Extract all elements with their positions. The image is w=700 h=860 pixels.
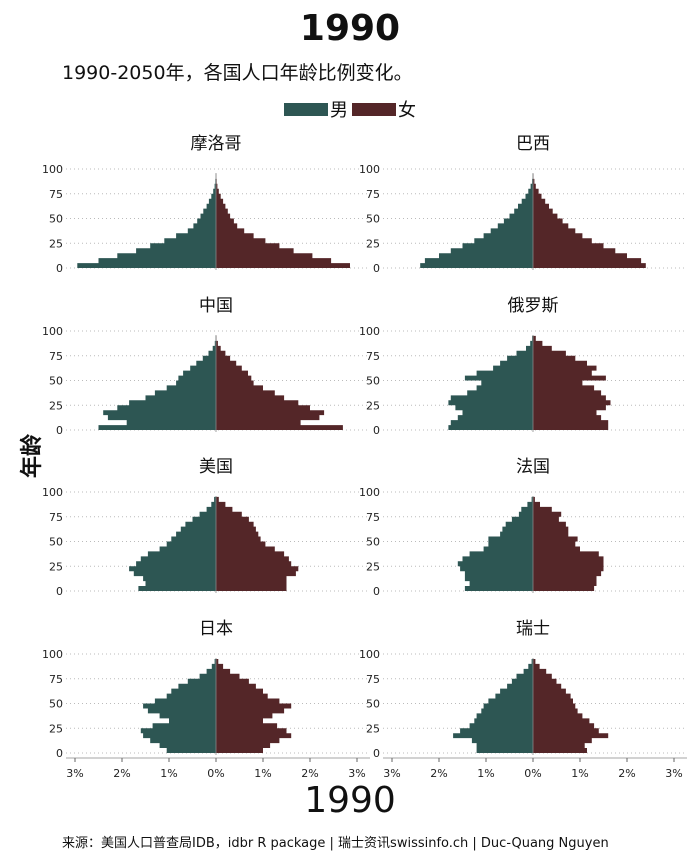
y-tick-label-3-50: 50 — [366, 375, 380, 388]
y-tick-label-2-25: 25 — [49, 399, 63, 412]
x-tick-label-0-3: 0% — [207, 767, 224, 780]
chart-title: 1990 — [299, 8, 401, 49]
y-tick-label-5-100: 100 — [359, 486, 380, 499]
male-area-1 — [420, 169, 533, 268]
y-tick-label-1-75: 75 — [366, 188, 380, 201]
y-tick-label-4-75: 75 — [49, 511, 63, 524]
source-note: 来源：美国人口普查局IDB，idbr R package | 瑞士资讯swiss… — [62, 836, 609, 851]
panel-title-0: 摩洛哥 — [191, 134, 242, 154]
x-tick-label-1-1: 2% — [430, 767, 447, 780]
year-caption: 1990 — [304, 780, 396, 821]
y-tick-label-6-100: 100 — [42, 648, 63, 661]
y-tick-label-3-25: 25 — [366, 399, 380, 412]
male-area-3 — [448, 331, 533, 430]
y-tick-label-6-50: 50 — [49, 698, 63, 711]
y-tick-label-3-100: 100 — [359, 325, 380, 338]
y-tick-label-7-75: 75 — [366, 673, 380, 686]
y-tick-label-7-50: 50 — [366, 698, 380, 711]
legend-label-female: 女 — [398, 100, 416, 121]
panel-title-2: 中国 — [199, 296, 233, 316]
x-tick-label-0-4: 1% — [254, 767, 271, 780]
y-tick-label-1-50: 50 — [366, 213, 380, 226]
x-tick-label-1-5: 2% — [618, 767, 635, 780]
y-tick-label-0-0: 0 — [56, 262, 63, 275]
y-tick-label-3-0: 0 — [373, 424, 380, 437]
male-area-4 — [129, 492, 216, 591]
y-tick-label-4-25: 25 — [49, 560, 63, 573]
y-tick-label-2-50: 50 — [49, 375, 63, 388]
y-tick-label-2-75: 75 — [49, 350, 63, 363]
chart-subtitle: 1990-2050年，各国人口年龄比例变化。 — [62, 62, 413, 84]
x-tick-label-1-3: 0% — [524, 767, 541, 780]
male-area-5 — [457, 492, 533, 591]
y-tick-label-1-100: 100 — [359, 163, 380, 176]
y-tick-label-7-100: 100 — [359, 648, 380, 661]
panel-title-7: 瑞士 — [516, 619, 550, 639]
y-tick-label-5-0: 0 — [373, 585, 380, 598]
panel-title-4: 美国 — [199, 457, 233, 477]
y-tick-label-4-0: 0 — [56, 585, 63, 598]
y-tick-label-1-25: 25 — [366, 237, 380, 250]
x-tick-label-0-6: 3% — [348, 767, 365, 780]
y-tick-label-0-100: 100 — [42, 163, 63, 176]
y-tick-label-5-75: 75 — [366, 511, 380, 524]
female-area-3 — [533, 331, 611, 430]
y-tick-label-0-50: 50 — [49, 213, 63, 226]
legend-swatch-female — [352, 102, 396, 116]
x-tick-label-0-0: 3% — [66, 767, 83, 780]
y-tick-label-4-50: 50 — [49, 536, 63, 549]
female-area-4 — [216, 492, 299, 591]
y-tick-label-2-100: 100 — [42, 325, 63, 338]
panel-title-5: 法国 — [516, 457, 550, 477]
y-tick-label-2-0: 0 — [56, 424, 63, 437]
legend-label-male: 男 — [330, 100, 348, 121]
x-tick-label-1-2: 1% — [477, 767, 494, 780]
y-tick-label-6-75: 75 — [49, 673, 63, 686]
y-tick-label-4-100: 100 — [42, 486, 63, 499]
y-tick-label-1-0: 0 — [373, 262, 380, 275]
male-area-6 — [140, 654, 216, 753]
x-tick-label-1-0: 3% — [383, 767, 400, 780]
y-tick-label-5-50: 50 — [366, 536, 380, 549]
y-tick-label-3-75: 75 — [366, 350, 380, 363]
male-area-0 — [77, 169, 216, 268]
male-area-2 — [98, 331, 216, 430]
x-tick-label-1-6: 3% — [665, 767, 682, 780]
x-tick-label-0-2: 1% — [160, 767, 177, 780]
y-tick-label-0-75: 75 — [49, 188, 63, 201]
x-tick-label-0-1: 2% — [113, 767, 130, 780]
male-area-7 — [453, 654, 533, 753]
panel-title-1: 巴西 — [516, 134, 550, 154]
female-area-0 — [216, 169, 350, 268]
female-area-2 — [216, 331, 343, 430]
female-area-5 — [533, 492, 604, 591]
x-tick-label-1-4: 1% — [571, 767, 588, 780]
y-tick-label-6-0: 0 — [56, 747, 63, 760]
y-tick-label-0-25: 25 — [49, 237, 63, 250]
y-tick-label-7-25: 25 — [366, 722, 380, 735]
legend-swatch-male — [284, 102, 328, 116]
female-area-7 — [533, 654, 609, 753]
female-area-1 — [533, 169, 646, 268]
female-area-6 — [216, 654, 292, 753]
y-tick-label-5-25: 25 — [366, 560, 380, 573]
y-tick-label-7-0: 0 — [373, 747, 380, 760]
panel-title-6: 日本 — [199, 619, 233, 639]
legend: 男 女 — [0, 96, 700, 122]
panel-title-3: 俄罗斯 — [508, 296, 559, 316]
y-tick-label-6-25: 25 — [49, 722, 63, 735]
x-tick-label-0-5: 2% — [301, 767, 318, 780]
